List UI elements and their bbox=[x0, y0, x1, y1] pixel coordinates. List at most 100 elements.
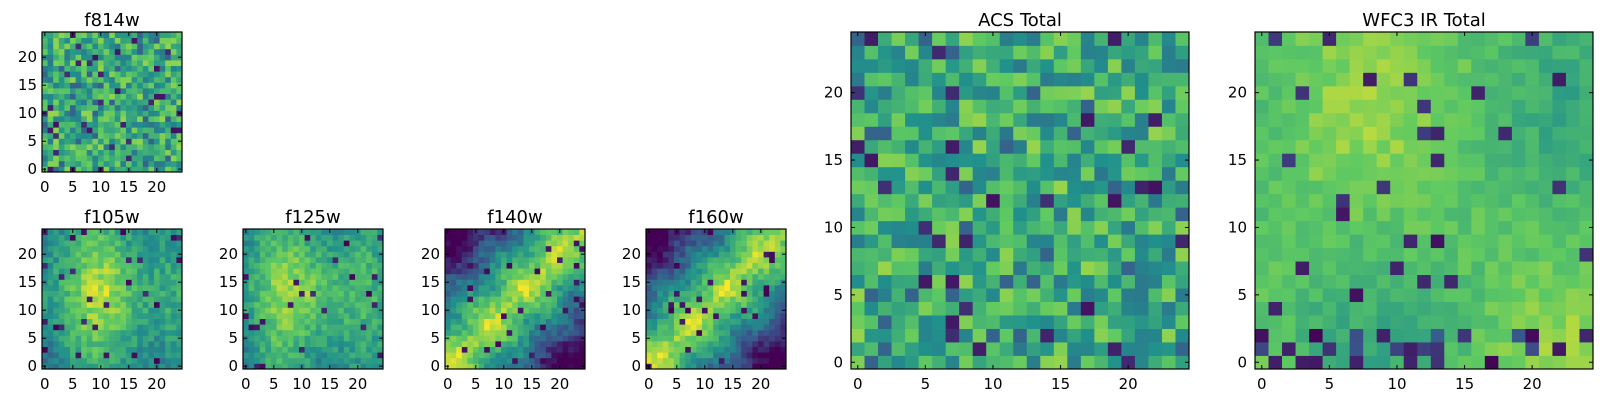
heatmap-cell bbox=[92, 160, 99, 167]
heatmap-cell bbox=[932, 99, 947, 114]
heatmap-cell bbox=[579, 257, 586, 263]
heatmap-cell bbox=[690, 301, 697, 308]
heatmap-cell bbox=[355, 240, 361, 247]
heatmap-cell bbox=[690, 318, 697, 325]
heatmap-cell bbox=[154, 268, 160, 275]
heatmap-cell bbox=[724, 307, 731, 314]
heatmap-cell bbox=[310, 245, 317, 252]
heatmap-cell bbox=[64, 104, 71, 111]
heatmap-cell bbox=[343, 273, 350, 280]
heatmap-cell bbox=[92, 324, 99, 331]
heatmap-cell bbox=[864, 153, 879, 168]
heatmap-cell bbox=[114, 234, 121, 241]
heatmap-cell bbox=[878, 328, 892, 343]
heatmap-cell bbox=[651, 341, 658, 347]
heatmap-cell bbox=[1161, 99, 1176, 114]
heatmap-cell bbox=[304, 251, 311, 258]
heatmap-cell bbox=[1121, 288, 1136, 302]
heatmap-cell bbox=[338, 313, 345, 319]
heatmap-cell bbox=[484, 268, 491, 275]
heatmap-cell bbox=[1107, 234, 1122, 249]
heatmap-cell bbox=[276, 301, 283, 308]
heatmap-cell bbox=[287, 301, 294, 308]
heatmap-cell bbox=[1430, 207, 1445, 222]
y-tick-label: 15 bbox=[421, 273, 440, 291]
heatmap-cell bbox=[276, 285, 283, 291]
heatmap-cell bbox=[1376, 180, 1391, 195]
heatmap-cell bbox=[148, 352, 155, 359]
heatmap-cell bbox=[506, 268, 513, 275]
heatmap-cell bbox=[64, 60, 71, 66]
heatmap-cell bbox=[746, 341, 753, 347]
heatmap-cell bbox=[355, 245, 361, 252]
heatmap-cell bbox=[1053, 126, 1068, 141]
heatmap-cell bbox=[1282, 153, 1296, 168]
heatmap-cell bbox=[932, 45, 947, 60]
heatmap-cell bbox=[1579, 301, 1594, 316]
heatmap-cell bbox=[148, 138, 155, 145]
heatmap-cell bbox=[1107, 45, 1122, 60]
heatmap-cell bbox=[1161, 288, 1176, 302]
heatmap-cell bbox=[58, 166, 65, 173]
heatmap-cell bbox=[1040, 193, 1055, 208]
heatmap-cell bbox=[1134, 153, 1149, 168]
heatmap-cell bbox=[461, 245, 468, 252]
heatmap-cell bbox=[878, 301, 892, 316]
heatmap-cell bbox=[70, 110, 76, 117]
heatmap-cell bbox=[1363, 112, 1378, 127]
heatmap-cell bbox=[259, 268, 266, 275]
heatmap-cell bbox=[114, 132, 121, 139]
heatmap-cell bbox=[176, 99, 183, 106]
heatmap-cell bbox=[690, 229, 697, 235]
heatmap-cell bbox=[1444, 315, 1459, 329]
heatmap-cell bbox=[1552, 328, 1567, 343]
heatmap-cell bbox=[148, 296, 155, 303]
heatmap-cell bbox=[456, 285, 463, 291]
x-tick-label: 15 bbox=[522, 375, 541, 393]
heatmap-cell bbox=[1053, 139, 1068, 154]
heatmap-cell bbox=[120, 357, 127, 364]
heatmap-cell bbox=[769, 363, 776, 370]
heatmap-cell bbox=[42, 155, 48, 162]
heatmap-cell bbox=[523, 301, 530, 308]
heatmap-cell bbox=[999, 355, 1014, 370]
heatmap-cell bbox=[932, 288, 947, 302]
heatmap-cell bbox=[176, 60, 183, 66]
heatmap-cell bbox=[657, 296, 664, 303]
heatmap-cell bbox=[489, 234, 496, 241]
heatmap-cell bbox=[1417, 112, 1432, 127]
heatmap-cell bbox=[98, 99, 104, 106]
heatmap-cell bbox=[473, 240, 479, 247]
heatmap-cell bbox=[685, 324, 692, 331]
heatmap-cell bbox=[891, 58, 906, 73]
heatmap-cell bbox=[735, 301, 742, 308]
heatmap-cell bbox=[478, 357, 485, 364]
heatmap-cell bbox=[1268, 153, 1283, 168]
heatmap-cell bbox=[1430, 139, 1445, 154]
heatmap-cell bbox=[315, 251, 322, 258]
heatmap-cell bbox=[1511, 261, 1526, 276]
heatmap-cell bbox=[1309, 193, 1323, 208]
heatmap-cell bbox=[332, 357, 339, 364]
heatmap-cell bbox=[562, 341, 569, 347]
heatmap-cell bbox=[780, 341, 787, 347]
heatmap-cell bbox=[713, 245, 720, 252]
heatmap-cell bbox=[287, 352, 294, 359]
heatmap-cell bbox=[1430, 342, 1445, 356]
heatmap-cell bbox=[713, 273, 720, 280]
heatmap-cell bbox=[579, 346, 586, 353]
heatmap-cell bbox=[758, 335, 764, 342]
heatmap-cell bbox=[120, 54, 127, 61]
heatmap-cell bbox=[310, 301, 317, 308]
heatmap-cell bbox=[1094, 261, 1109, 276]
heatmap-cell bbox=[450, 251, 457, 258]
heatmap-cell bbox=[1067, 72, 1082, 87]
heatmap-cell bbox=[42, 240, 48, 247]
heatmap-cell bbox=[579, 324, 586, 331]
heatmap-cell bbox=[1363, 193, 1378, 208]
heatmap-cell bbox=[371, 268, 378, 275]
heatmap-cell bbox=[243, 301, 249, 308]
heatmap-cell bbox=[551, 301, 558, 308]
heatmap-cell bbox=[662, 268, 669, 275]
